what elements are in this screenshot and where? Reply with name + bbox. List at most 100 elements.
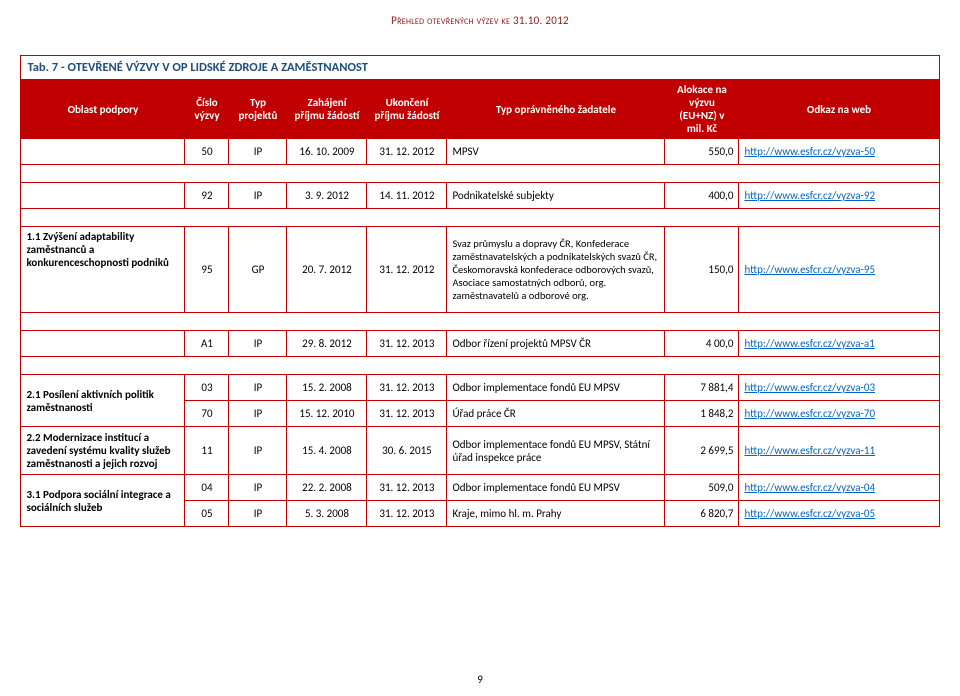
cell: http://www.esfcr.cz/vyzva-04	[739, 475, 939, 501]
cell: IP	[229, 475, 287, 501]
table-wrap: Tab. 7 - OTEVŘENÉ VÝZVY V OP LIDSKÉ ZDRO…	[0, 37, 960, 527]
cell	[21, 331, 185, 357]
table-title: Tab. 7 - OTEVŘENÉ VÝZVY V OP LIDSKÉ ZDRO…	[27, 60, 367, 75]
cell: IP	[229, 139, 287, 165]
cell: 31. 12. 2013	[367, 475, 447, 501]
cell: IP	[229, 427, 287, 475]
cell: Odbor implementace fondů EU MPSV	[447, 375, 665, 401]
cell: 14. 11. 2012	[367, 183, 447, 209]
cell: http://www.esfcr.cz/vyzva-92	[739, 183, 939, 209]
col-typ: Typ projektů	[229, 80, 287, 139]
cell: GP	[229, 227, 287, 313]
table-row: 1.1 Zvýšení adaptability zaměstnanců a k…	[21, 227, 939, 313]
cell: http://www.esfcr.cz/vyzva-11	[739, 427, 939, 475]
cell	[21, 139, 185, 165]
cell: Odbor implementace fondů EU MPSV	[447, 475, 665, 501]
link[interactable]: http://www.esfcr.cz/vyzva-95	[744, 263, 875, 276]
table-row: 2.2 Modernizace institucí a zavedení sys…	[21, 427, 939, 475]
cell: 509,0	[665, 475, 739, 501]
table-row: 2.1 Posílení aktivních politik zaměstnan…	[21, 375, 939, 401]
link[interactable]: http://www.esfcr.cz/vyzva-04	[744, 481, 875, 494]
cell: 7 881,4	[665, 375, 739, 401]
cell: IP	[229, 375, 287, 401]
cell: 04	[185, 475, 229, 501]
cell: 150,0	[665, 227, 739, 313]
cell: 03	[185, 375, 229, 401]
cell: http://www.esfcr.cz/vyzva-03	[739, 375, 939, 401]
cell: 30. 6. 2015	[367, 427, 447, 475]
cell: 50	[185, 139, 229, 165]
table-row: 3.1 Podpora sociální integrace a sociáln…	[21, 475, 939, 501]
cell: 31. 12. 2013	[367, 331, 447, 357]
cell: 4 00,0	[665, 331, 739, 357]
cell: 11	[185, 427, 229, 475]
col-area: Oblast podpory	[21, 80, 185, 139]
header-row: Oblast podpory Číslo výzvy Typ projektů …	[21, 80, 939, 139]
cell: 70	[185, 401, 229, 427]
cell: http://www.esfcr.cz/vyzva-a1	[739, 331, 939, 357]
cell: 5. 3. 2008	[287, 501, 367, 527]
cell: 15. 12. 2010	[287, 401, 367, 427]
cell: http://www.esfcr.cz/vyzva-95	[739, 227, 939, 313]
cell: 3. 9. 2012	[287, 183, 367, 209]
cell: http://www.esfcr.cz/vyzva-70	[739, 401, 939, 427]
cell: Odbor implementace fondů EU MPSV, Státní…	[447, 427, 665, 475]
link[interactable]: http://www.esfcr.cz/vyzva-50	[744, 145, 875, 158]
cell: Svaz průmyslu a dopravy ČR, Konfederace …	[447, 227, 665, 313]
cell: 2 699,5	[665, 427, 739, 475]
cell: 15. 2. 2008	[287, 375, 367, 401]
cell: 31. 12. 2013	[367, 401, 447, 427]
cell: 550,0	[665, 139, 739, 165]
link[interactable]: http://www.esfcr.cz/vyzva-11	[744, 444, 875, 457]
link[interactable]: http://www.esfcr.cz/vyzva-05	[744, 507, 875, 520]
cell: 15. 4. 2008	[287, 427, 367, 475]
cell: 29. 8. 2012	[287, 331, 367, 357]
col-ukon: Ukončení příjmu žádostí	[367, 80, 447, 139]
cell: Úřad práce ČR	[447, 401, 665, 427]
cell: Odbor řízení projektů MPSV ČR	[447, 331, 665, 357]
cell: 3.1 Podpora sociální integrace a sociáln…	[21, 475, 185, 527]
cell: 20. 7. 2012	[287, 227, 367, 313]
cell: IP	[229, 183, 287, 209]
page-header: Přehled otevřených výzev ke 31.10. 2012	[0, 0, 960, 37]
table-head: Tab. 7 - OTEVŘENÉ VÝZVY V OP LIDSKÉ ZDRO…	[21, 56, 939, 139]
col-zahaj: Zahájení příjmu žádostí	[287, 80, 367, 139]
cell: 16. 10. 2009	[287, 139, 367, 165]
cell: 2.2 Modernizace institucí a zavedení sys…	[21, 427, 185, 475]
cell: 31. 12. 2012	[367, 139, 447, 165]
cell: IP	[229, 501, 287, 527]
cell: IP	[229, 401, 287, 427]
cell: MPSV	[447, 139, 665, 165]
col-zadatel: Typ oprávněného žadatele	[447, 80, 665, 139]
table-row: A1IP29. 8. 201231. 12. 2013Odbor řízení …	[21, 331, 939, 357]
cell: http://www.esfcr.cz/vyzva-50	[739, 139, 939, 165]
table-row: 50IP16. 10. 200931. 12. 2012MPSV550,0 htt…	[21, 139, 939, 165]
cell: http://www.esfcr.cz/vyzva-05	[739, 501, 939, 527]
table-body: 50IP16. 10. 200931. 12. 2012MPSV550,0htt…	[21, 139, 939, 527]
main-table: Tab. 7 - OTEVŘENÉ VÝZVY V OP LIDSKÉ ZDRO…	[20, 55, 939, 527]
link[interactable]: http://www.esfcr.cz/vyzva-03	[744, 381, 875, 394]
col-cislo: Číslo výzvy	[185, 80, 229, 139]
cell: 31. 12. 2013	[367, 375, 447, 401]
link[interactable]: http://www.esfcr.cz/vyzva-70	[744, 407, 875, 420]
link[interactable]: http://www.esfcr.cz/vyzva-92	[744, 189, 875, 202]
cell: 05	[185, 501, 229, 527]
cell: 6 820,7	[665, 501, 739, 527]
cell: Kraje, mimo hl. m. Prahy	[447, 501, 665, 527]
header-text: Přehled otevřených výzev ke 31.10. 2012	[391, 14, 569, 27]
cell	[21, 183, 185, 209]
cell: 2.1 Posílení aktivních politik zaměstnan…	[21, 375, 185, 427]
cell: Podnikatelské subjekty	[447, 183, 665, 209]
cell: 400,0	[665, 183, 739, 209]
cell: 1.1 Zvýšení adaptability zaměstnanců a k…	[21, 227, 185, 313]
cell: 31. 12. 2012	[367, 227, 447, 313]
cell: A1	[185, 331, 229, 357]
col-link: Odkaz na web	[739, 80, 939, 139]
link[interactable]: http://www.esfcr.cz/vyzva-a1	[744, 337, 874, 350]
cell: IP	[229, 331, 287, 357]
page-number: 9	[0, 673, 960, 686]
col-alok: Alokace na výzvu (EU+NZ) v mil. Kč	[665, 80, 739, 139]
cell: 95	[185, 227, 229, 313]
cell: 1 848,2	[665, 401, 739, 427]
cell: 31. 12. 2013	[367, 501, 447, 527]
